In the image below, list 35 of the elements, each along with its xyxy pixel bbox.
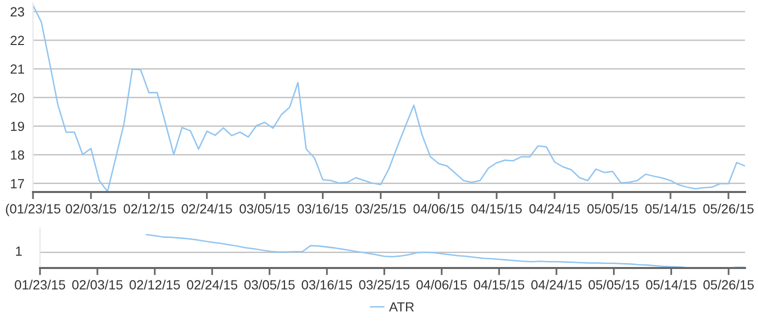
x-tick-label: 03/16/15: [298, 204, 348, 214]
x-tick-label: (01/23/15: [6, 204, 60, 216]
x-tick-label: 02/03/15: [72, 280, 123, 290]
x-tick-label: 03/16/15: [302, 280, 352, 290]
x-tick-label: 04/24/15: [529, 204, 580, 214]
x-tick-label: 03/25/15: [356, 204, 406, 214]
x-tick-label: 05/05/15: [588, 280, 639, 290]
y-tick-label: 21: [10, 64, 24, 74]
x-tick-label: 04/24/15: [531, 280, 582, 290]
y-tick-label: 18: [11, 150, 24, 160]
x-tick-label: 02/12/15: [124, 204, 174, 214]
x-tick-label: 02/12/15: [130, 280, 180, 290]
x-tick-label: 02/24/15: [186, 280, 238, 290]
x-tick-label: 04/15/15: [471, 204, 522, 214]
x-tick-label: 05/14/15: [645, 204, 696, 214]
y-tick-label: 20: [10, 93, 24, 102]
y-tick-label: 22: [10, 36, 24, 46]
legend-label: ATR: [389, 302, 414, 312]
x-tick-label: 03/05/15: [244, 280, 295, 290]
x-tick-label: 01/23/15: [14, 280, 66, 290]
x-tick-label: 05/26/15: [703, 204, 754, 214]
x-tick-label: 02/24/15: [182, 204, 232, 214]
x-tick-label: 03/05/15: [240, 204, 290, 214]
y-tick-label: 23: [10, 7, 24, 16]
x-tick-label: 04/06/15: [414, 204, 464, 214]
x-tick-label: 05/26/15: [703, 280, 754, 290]
x-tick-label: 05/14/15: [646, 280, 696, 290]
x-tick-label: 02/03/15: [66, 204, 116, 214]
x-tick-label: 03/25/15: [359, 280, 410, 290]
y-tick-label: 19: [11, 122, 24, 132]
x-tick-label: 04/06/15: [416, 280, 467, 290]
y-tick-label: 17: [11, 179, 24, 188]
x-tick-label: 05/05/15: [587, 204, 638, 214]
x-tick-label: 04/15/15: [474, 280, 524, 290]
text: 1: [16, 246, 22, 256]
